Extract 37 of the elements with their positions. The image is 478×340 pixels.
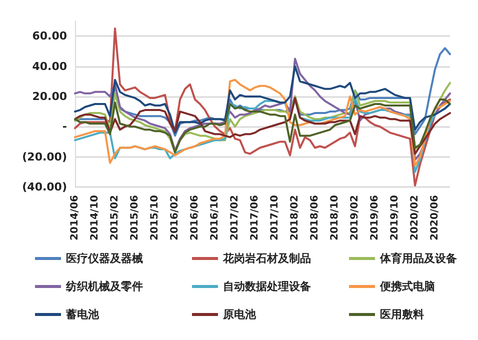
y-tick-label: (40.00) [22, 180, 67, 194]
x-tick-label: 2016/10 [210, 194, 220, 240]
x-tick-label: 2019/02 [350, 194, 360, 240]
legend-label: 医疗仪器及器械 [66, 252, 143, 265]
legend-label: 纺织机械及零件 [65, 280, 143, 293]
x-tick-label: 2018/02 [290, 194, 300, 240]
x-tick-label: 2014/06 [70, 194, 80, 240]
x-tick-label: 2017/10 [270, 194, 280, 240]
x-tick-label: 2017/06 [250, 194, 260, 240]
x-tick-label: 2015/02 [110, 194, 120, 240]
y-tick-label: 60.00 [32, 30, 68, 43]
x-tick-label: 2019/06 [370, 194, 380, 240]
legend-label: 医用敷料 [380, 308, 424, 321]
x-tick-label: 2020/06 [430, 194, 440, 240]
y-tick-label: - [62, 120, 67, 134]
x-tick-label: 2017/02 [230, 194, 240, 240]
line-series [74, 78, 451, 167]
y-tick-label: 20.00 [32, 90, 68, 103]
x-tick-label: 2016/02 [170, 194, 180, 240]
line-series [74, 58, 451, 161]
x-tick-label: 2018/06 [310, 194, 320, 240]
legend-label: 原电池 [222, 308, 257, 321]
y-tick-label: (20.00) [22, 150, 67, 164]
x-tick-label: 2015/10 [150, 194, 160, 240]
x-tick-label: 2019/10 [390, 194, 400, 240]
legend-label: 花岗岩石材及制品 [222, 252, 311, 265]
legend-label: 便携式电脑 [379, 280, 435, 293]
x-tick-label: 2014/10 [90, 194, 100, 240]
x-tick-label: 2020/02 [410, 194, 420, 240]
x-tick-label: 2015/06 [130, 194, 140, 240]
legend-label: 体育用品及设备 [379, 252, 457, 265]
legend-label: 自动数据处理设备 [223, 280, 311, 293]
x-tick-label: 2016/06 [190, 194, 200, 240]
x-tick-label: 2018/10 [330, 194, 340, 240]
legend-label: 蓄电池 [65, 308, 100, 321]
y-tick-label: 40.00 [32, 60, 68, 73]
line-series [74, 65, 451, 134]
